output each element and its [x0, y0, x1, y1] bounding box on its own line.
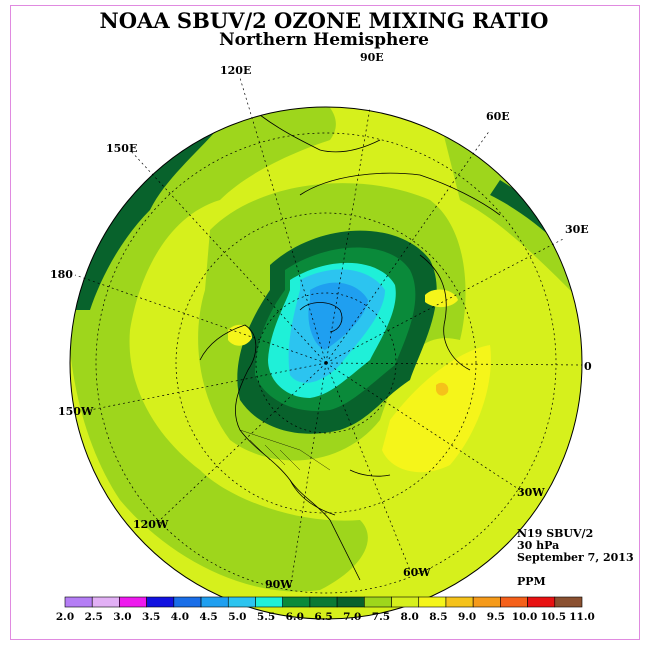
map-boundary: [69, 106, 583, 620]
colorbar-swatch: [119, 596, 147, 608]
field-8-5-east: [382, 345, 491, 473]
lon-label-150w: 150W: [58, 405, 94, 418]
colorbar-tick-label: 7.5: [372, 611, 390, 623]
colorbar-tick-label: 10.0: [512, 611, 538, 623]
colorbar-tick-label: 9.5: [487, 611, 505, 623]
colorbar-swatch: [418, 596, 447, 608]
plot-frame: [10, 5, 640, 640]
colorbar-swatch: [200, 596, 229, 608]
field-9-0: [436, 382, 449, 396]
pressure-level-label: 30 hPa: [517, 539, 560, 552]
lon-label-60w: 60W: [403, 566, 431, 579]
colorbar-swatches: [64, 596, 583, 608]
colorbar-tick-label: 2.0: [56, 611, 74, 623]
lon-label-120e: 120E: [220, 64, 252, 77]
field-7-5-east: [440, 120, 580, 300]
lon-label-120w: 120W: [133, 518, 169, 531]
lon-label-90e: 90E: [360, 51, 384, 64]
colorbar-tick-label: 8.0: [401, 611, 419, 623]
colorbar-swatch: [146, 596, 175, 608]
colorbar-swatch: [472, 596, 501, 608]
colorbar-tick-label: 8.5: [429, 611, 447, 623]
colorbar-tick-label: 5.5: [257, 611, 275, 623]
colorbar-swatch: [64, 596, 93, 608]
lon-label-180: 180: [50, 268, 73, 281]
colorbar-tick-label: 5.0: [228, 611, 246, 623]
colorbar-tick-label: 3.0: [113, 611, 131, 623]
colorbar-tick-label: 9.0: [458, 611, 476, 623]
colorbar-swatch: [554, 596, 583, 608]
map-subtitle: Northern Hemisphere: [219, 30, 429, 50]
colorbar-swatch: [309, 596, 338, 608]
colorbar-swatch: [173, 596, 202, 608]
colorbar-tick-label: 11.0: [569, 611, 595, 623]
colorbar-swatch: [336, 596, 365, 608]
colorbar-swatch: [527, 596, 556, 608]
political-borders: [239, 429, 331, 471]
instrument-label: N19 SBUV/2: [517, 527, 594, 540]
lon-label-30w: 30W: [517, 486, 545, 499]
colorbar-tick-label: 7.0: [343, 611, 361, 623]
field-8-5-small: [425, 289, 458, 308]
lon-label-30e: 30E: [565, 223, 589, 236]
lon-label-0: 0: [584, 360, 592, 373]
colorbar-tick-label: 4.5: [199, 611, 217, 623]
colorbar-tick-label: 2.5: [85, 611, 103, 623]
colorbar-tick-label: 6.5: [314, 611, 332, 623]
colorbar-swatch: [91, 596, 120, 608]
colorbar-swatch: [391, 596, 420, 608]
colorbar-swatch: [364, 596, 392, 608]
graticule: [74, 77, 583, 594]
colorbar-tick-label: 6.0: [286, 611, 304, 623]
colorbar-swatch: [500, 596, 528, 608]
field-5-0: [308, 282, 368, 350]
field-8-5-west: [228, 324, 252, 346]
colorbar-tick-label: 10.5: [540, 611, 566, 623]
colorbar-swatch: [227, 596, 256, 608]
lon-label-90w: 90W: [265, 578, 293, 591]
lon-label-60e: 60E: [486, 110, 510, 123]
colorbar-tick-label: 4.0: [171, 611, 189, 623]
lon-label-150e: 150E: [106, 142, 138, 155]
colorbar-swatch: [255, 596, 283, 608]
map-title: NOAA SBUV/2 OZONE MIXING RATIO: [99, 8, 549, 33]
colorbar-swatch: [282, 596, 311, 608]
colorbar-ticks: 2.0 2.5 3.0 3.5 4.0 4.5 5.0 5.5 6.0 6.5 7.0 7.5 8.0 8…: [56, 611, 595, 623]
colorbar-swatch: [445, 596, 474, 608]
colorbar-tick-label: 3.5: [142, 611, 160, 623]
date-label: September 7, 2013: [517, 551, 634, 564]
units-label: PPM: [517, 575, 546, 588]
